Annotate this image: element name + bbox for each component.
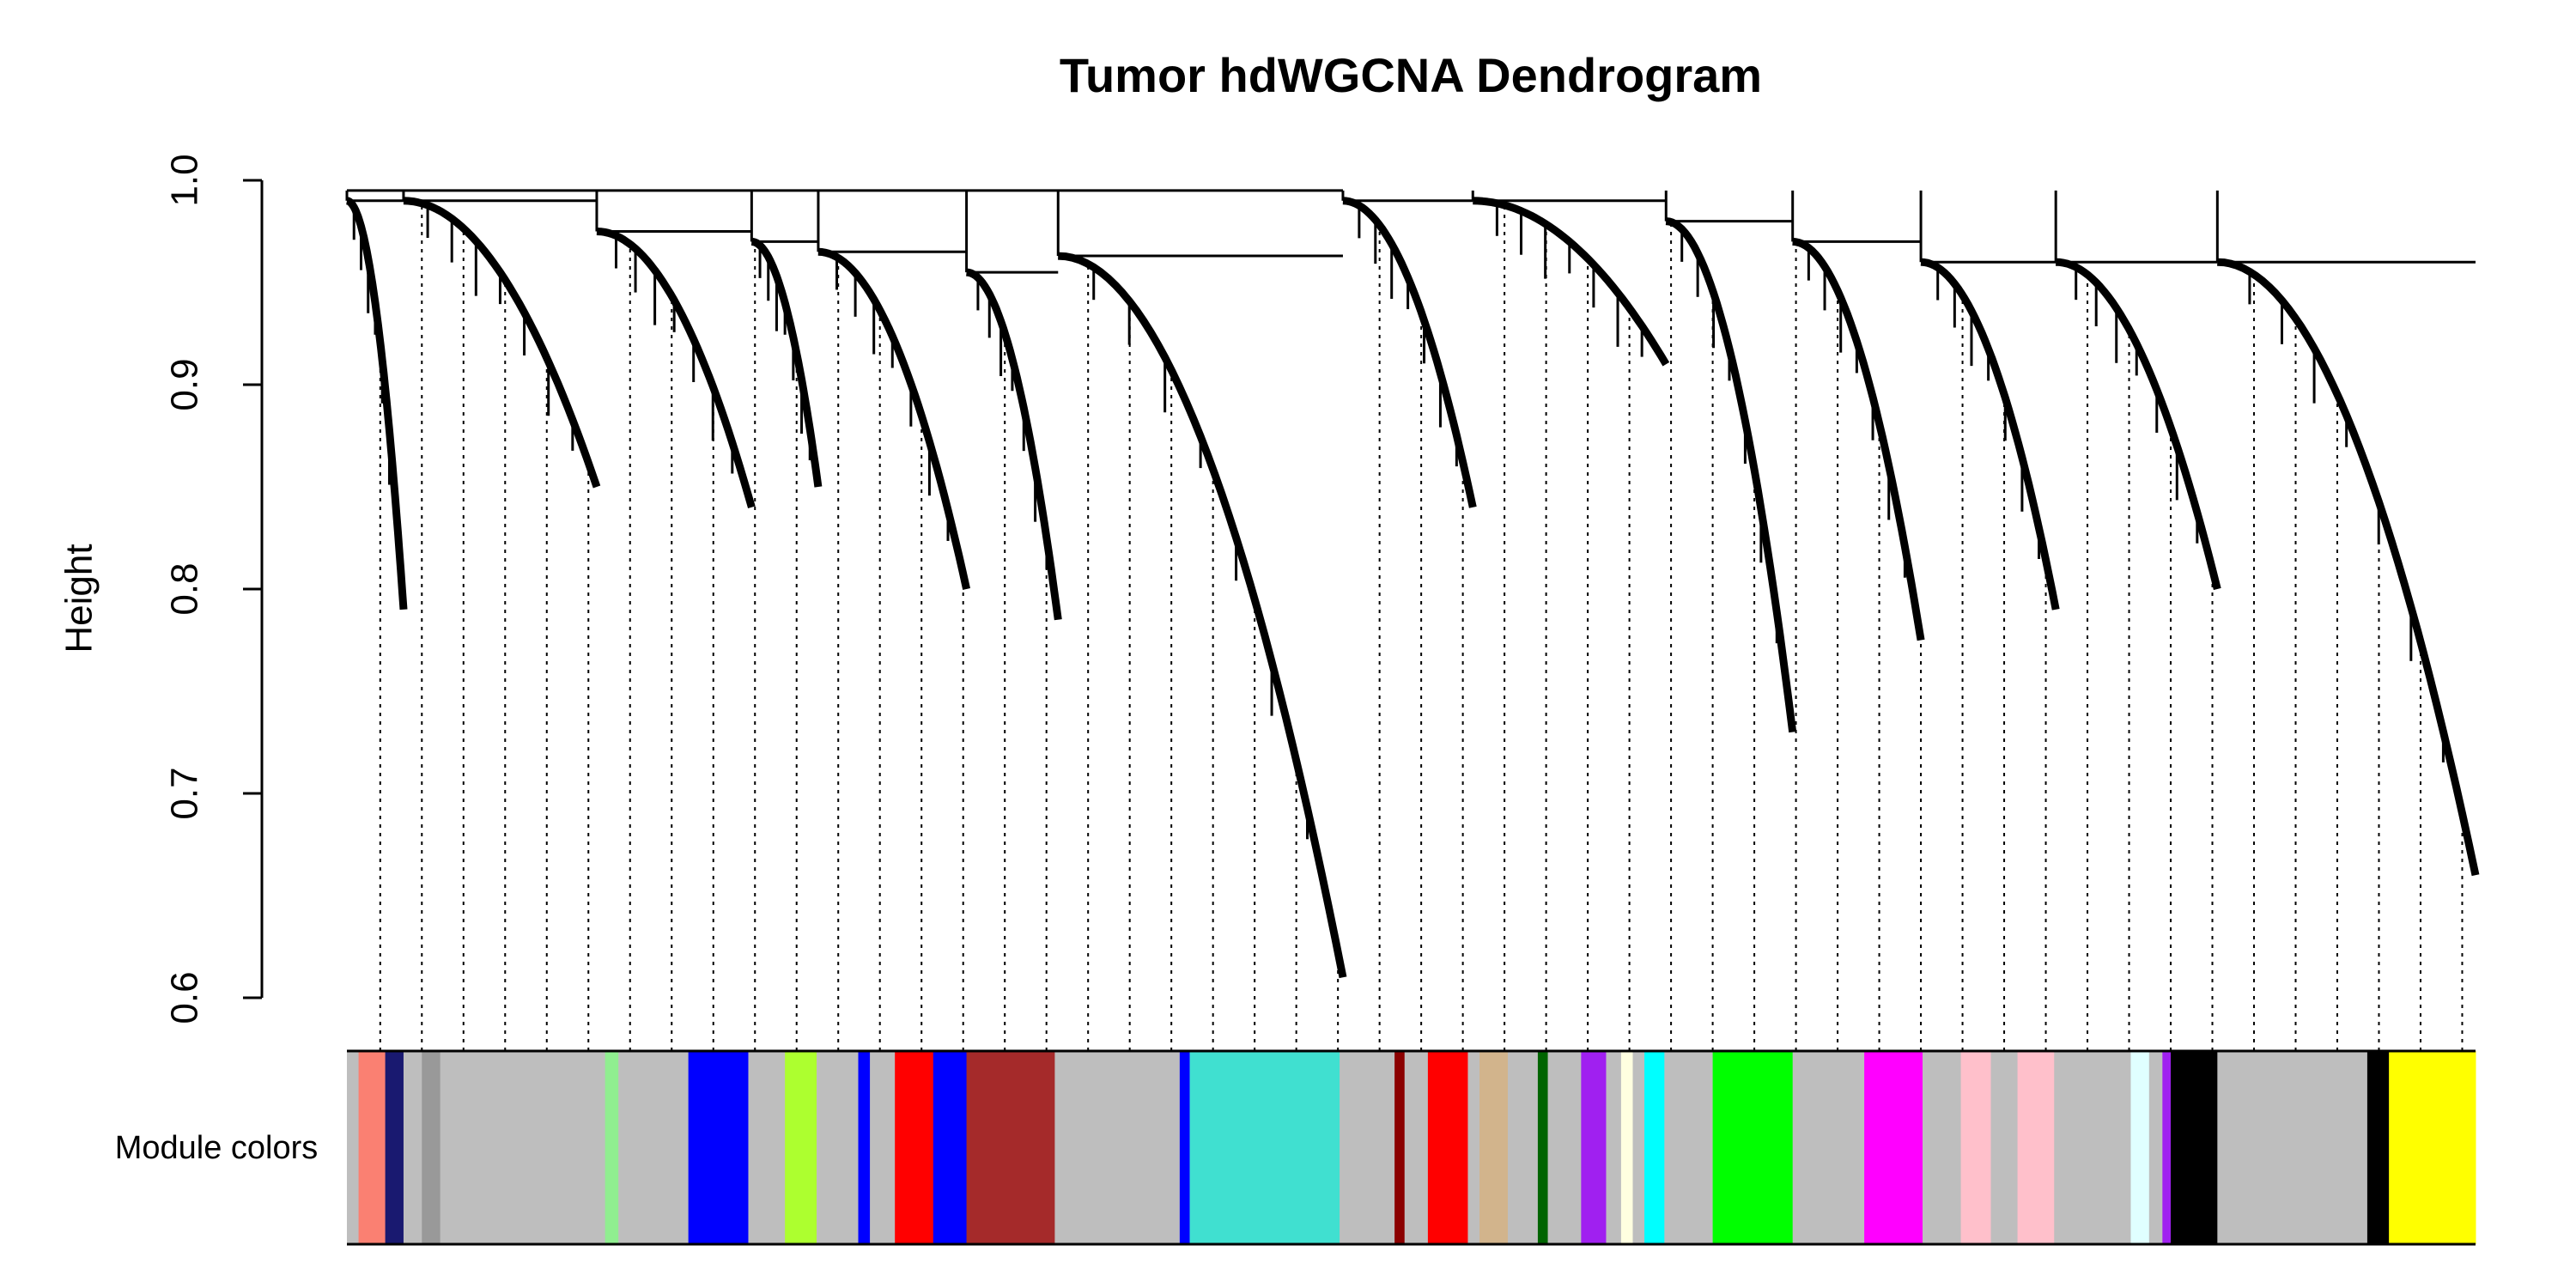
y-tick-label: 0.6 <box>164 971 206 1024</box>
module-color-segment <box>2366 1051 2390 1244</box>
chart-title: Tumor hdWGCNA Dendrogram <box>1060 48 1762 102</box>
module-color-segment <box>2171 1051 2218 1244</box>
cluster-branch <box>1791 237 1925 641</box>
module-color-segment <box>1664 1051 1714 1244</box>
module-colors-label: Module colors <box>115 1130 319 1166</box>
module-color-segment <box>1479 1051 1509 1244</box>
module-color-segment <box>1960 1051 1992 1244</box>
module-color-segment <box>1508 1051 1539 1244</box>
y-axis-label: Height <box>58 544 100 653</box>
module-color-segment <box>605 1051 619 1244</box>
module-color-segment <box>933 1051 968 1244</box>
module-color-segment <box>2130 1051 2150 1244</box>
module-color-segment <box>618 1051 690 1244</box>
module-color-segment <box>2389 1051 2476 1244</box>
cluster-branch <box>596 228 756 509</box>
module-color-segment <box>358 1051 386 1244</box>
dendrogram <box>344 189 2480 979</box>
module-color-segment <box>1404 1051 1429 1244</box>
y-tick-label: 0.9 <box>164 358 206 410</box>
module-color-segment <box>347 1051 360 1244</box>
y-tick-label: 0.7 <box>164 767 206 819</box>
cluster-branch <box>344 197 408 611</box>
module-color-segment <box>1547 1051 1582 1244</box>
module-color-segment <box>1054 1051 1181 1244</box>
module-color-segment <box>1923 1051 1962 1244</box>
module-color-segment <box>440 1051 606 1244</box>
module-color-segment <box>688 1051 749 1244</box>
module-color-segment <box>385 1051 404 1244</box>
module-color-segment <box>422 1051 441 1244</box>
cluster-branch <box>403 197 601 489</box>
cluster-branch <box>749 237 823 488</box>
module-color-segment <box>1644 1051 1665 1244</box>
module-color-segment <box>1712 1051 1794 1244</box>
cluster-branch <box>964 268 1062 621</box>
module-color-segment <box>858 1051 871 1244</box>
y-tick-label: 1.0 <box>164 154 206 206</box>
module-color-segment <box>2217 1051 2368 1244</box>
y-tick-label: 0.8 <box>164 562 206 615</box>
module-color-segment <box>2017 1051 2055 1244</box>
module-color-segment <box>403 1051 422 1244</box>
module-color-segment <box>1581 1051 1607 1244</box>
cluster-branch <box>1473 197 1670 367</box>
module-color-segment <box>785 1051 817 1244</box>
module-color-segment <box>1467 1051 1480 1244</box>
module-color-segment <box>2054 1051 2131 1244</box>
cluster-branch <box>2056 258 2221 591</box>
cluster-branch <box>1058 252 1347 979</box>
module-color-segment <box>1427 1051 1468 1244</box>
guide-lines <box>379 203 2464 1051</box>
module-color-segment <box>1394 1051 1406 1244</box>
module-color-segment <box>1606 1051 1622 1244</box>
module-color-segment <box>895 1051 934 1244</box>
module-color-segment <box>2162 1051 2172 1244</box>
module-color-segment <box>1537 1051 1549 1244</box>
cluster-branch <box>1665 217 1797 733</box>
module-color-segment <box>748 1051 786 1244</box>
module-color-segment <box>1189 1051 1340 1244</box>
cluster-branch <box>1342 197 1477 508</box>
module-color-segment <box>966 1051 1055 1244</box>
module-color-segment <box>1179 1051 1191 1244</box>
module-color-segment <box>1632 1051 1645 1244</box>
cluster-branch <box>817 247 970 590</box>
module-color-segment <box>1864 1051 1923 1244</box>
module-color-segment <box>1340 1051 1395 1244</box>
module-color-segment <box>1792 1051 1865 1244</box>
module-color-segment <box>817 1051 860 1244</box>
module-color-segment <box>2148 1051 2163 1244</box>
module-color-segment <box>1990 1051 2019 1244</box>
module-color-segment <box>870 1051 896 1244</box>
cluster-branch <box>2217 258 2480 877</box>
cluster-branch <box>1920 258 2060 611</box>
module-color-segment <box>1620 1051 1633 1244</box>
